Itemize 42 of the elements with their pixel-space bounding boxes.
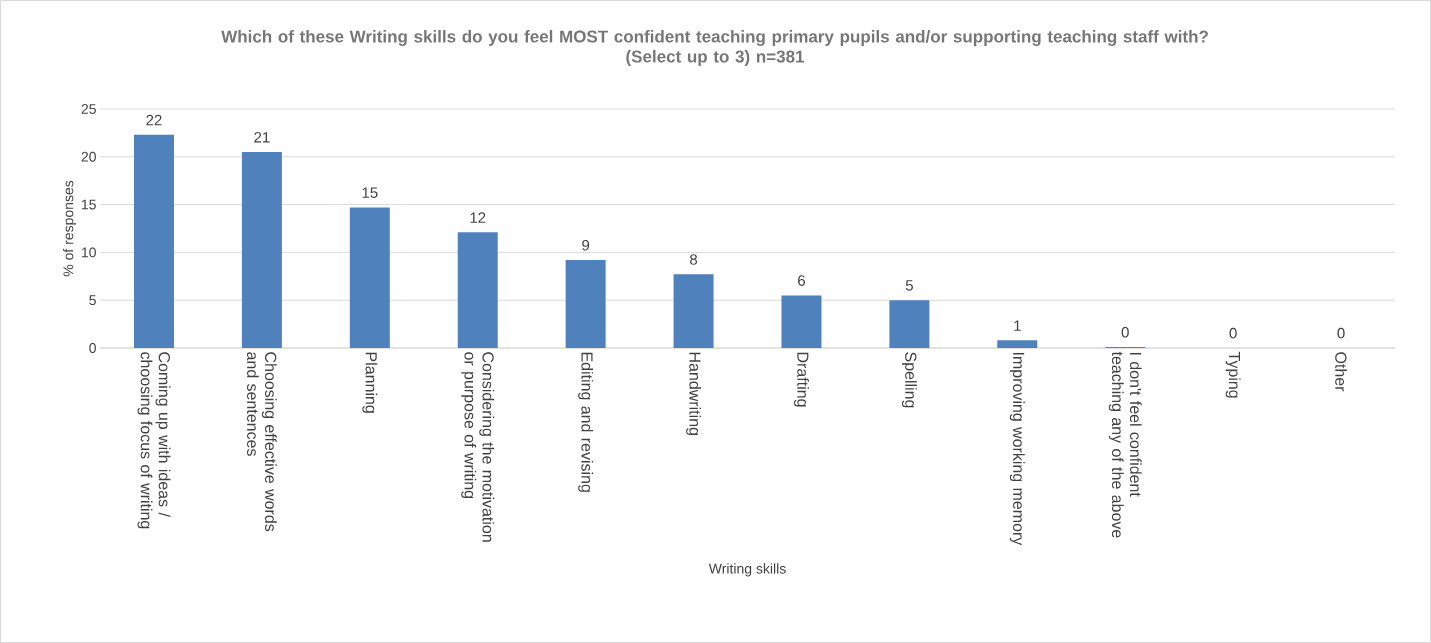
bar bbox=[349, 207, 390, 348]
y-tick-label: 0 bbox=[89, 343, 96, 353]
x-tick-label: Considering the motivation or purpose of writing bbox=[461, 352, 495, 542]
data-label: 9 bbox=[582, 239, 590, 251]
data-label: 0 bbox=[1121, 326, 1129, 338]
bar bbox=[133, 134, 174, 348]
x-tick-label: Drafting bbox=[794, 352, 809, 407]
y-axis-title: % of responses bbox=[63, 180, 77, 277]
data-label: 6 bbox=[798, 275, 805, 286]
chart-title: Which of these Writing skills do you feel MOST confident teaching primary pupils and/or supporting teaching staff with? (Select up to 3) n=381 bbox=[221, 30, 1208, 66]
y-tick-label: 20 bbox=[81, 151, 96, 162]
bar bbox=[997, 340, 1038, 348]
data-label: 15 bbox=[362, 187, 378, 198]
y-tick-label: 5 bbox=[89, 295, 96, 306]
x-tick-label: Coming up with ideas / choosing focus of writing bbox=[137, 352, 171, 529]
x-axis-title: Writing skills bbox=[708, 563, 786, 577]
x-tick-label: Typing bbox=[1225, 351, 1241, 398]
bar bbox=[673, 274, 714, 348]
data-label: 0 bbox=[1337, 327, 1345, 339]
x-tick-label: Other bbox=[1335, 352, 1347, 392]
bar bbox=[457, 232, 498, 348]
x-tick-label: Handwriting bbox=[686, 352, 702, 435]
x-tick-label: Editing and revising bbox=[578, 352, 594, 492]
data-label: 5 bbox=[905, 280, 913, 291]
y-tick-label: 15 bbox=[81, 199, 96, 210]
x-tick-label: Choosing effective words and sentences bbox=[247, 352, 277, 532]
x-tick-label: I don't feel confident teaching any of the above bbox=[1108, 351, 1142, 538]
bar bbox=[565, 260, 606, 348]
data-label: 22 bbox=[146, 114, 162, 126]
data-label: 8 bbox=[690, 254, 698, 265]
data-label: 12 bbox=[470, 212, 486, 223]
data-label: 1 bbox=[1014, 320, 1021, 331]
x-tick-label: Spelling bbox=[901, 352, 917, 408]
x-tick-label: Planning bbox=[362, 352, 378, 413]
bar bbox=[241, 152, 282, 348]
data-label: 0 bbox=[1229, 327, 1237, 339]
bar bbox=[889, 300, 930, 348]
x-tick-label: Improving working memory bbox=[1009, 352, 1025, 546]
bar bbox=[781, 295, 822, 348]
y-tick-label: 25 bbox=[81, 104, 96, 114]
y-tick-label: 10 bbox=[81, 247, 96, 258]
data-label: 21 bbox=[254, 132, 270, 143]
